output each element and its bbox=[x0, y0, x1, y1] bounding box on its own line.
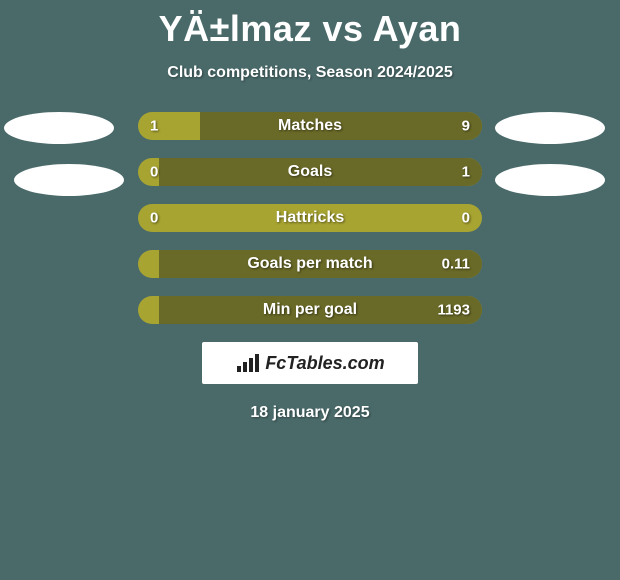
bar-right-value: 0 bbox=[462, 210, 470, 227]
stat-bar: Goals per match 0.11 bbox=[138, 250, 482, 278]
comparison-chart: 1 Matches 9 0 Goals 1 0 Hattricks 0 Goals per mat… bbox=[0, 112, 620, 324]
bars-container: 1 Matches 9 0 Goals 1 0 Hattricks 0 Goals per mat… bbox=[138, 112, 482, 324]
stat-bar: Min per goal 1193 bbox=[138, 296, 482, 324]
bar-left-value: 0 bbox=[150, 210, 158, 227]
logo-box: FcTables.com bbox=[202, 342, 418, 384]
bar-stat-label: Min per goal bbox=[263, 301, 357, 319]
side-oval bbox=[495, 164, 605, 196]
stat-bar: 0 Goals 1 bbox=[138, 158, 482, 186]
bar-right-value: 9 bbox=[462, 118, 470, 135]
bar-right-value: 0.11 bbox=[442, 256, 470, 273]
subtitle: Club competitions, Season 2024/2025 bbox=[0, 64, 620, 82]
stat-bar: 0 Hattricks 0 bbox=[138, 204, 482, 232]
side-oval bbox=[14, 164, 124, 196]
bar-right-value: 1193 bbox=[437, 302, 470, 319]
bar-left-value: 0 bbox=[150, 164, 158, 181]
bar-stat-label: Matches bbox=[278, 117, 342, 135]
side-oval bbox=[495, 112, 605, 144]
logo-text: FcTables.com bbox=[265, 353, 384, 374]
bar-stat-label: Goals bbox=[288, 163, 332, 181]
date-label: 18 january 2025 bbox=[0, 404, 620, 422]
stat-bar: 1 Matches 9 bbox=[138, 112, 482, 140]
bars-icon bbox=[235, 352, 261, 374]
bar-left-value: 1 bbox=[150, 118, 158, 135]
bar-stat-label: Goals per match bbox=[247, 255, 372, 273]
page-title: YÄ±lmaz vs Ayan bbox=[0, 0, 620, 50]
bar-right-value: 1 bbox=[462, 164, 470, 181]
side-oval bbox=[4, 112, 114, 144]
bar-stat-label: Hattricks bbox=[276, 209, 344, 227]
